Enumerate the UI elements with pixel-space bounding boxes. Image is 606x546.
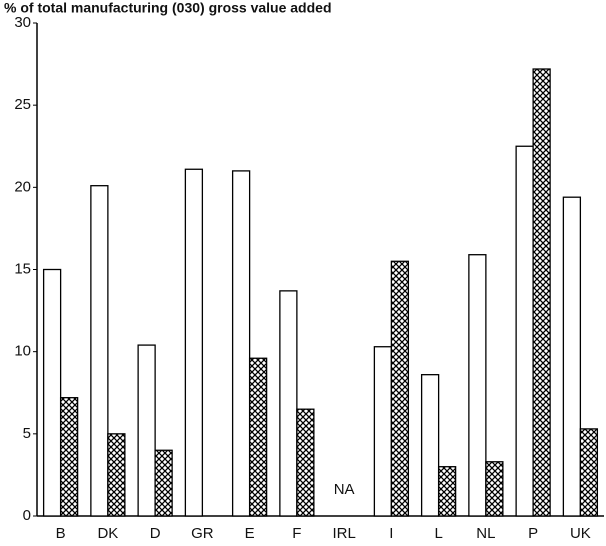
bar — [515, 145, 534, 517]
x-tick-label: IRL — [332, 525, 355, 542]
bar — [468, 254, 487, 517]
bar — [373, 346, 393, 517]
bar — [437, 466, 457, 517]
x-tick-label: DK — [97, 525, 118, 542]
bar — [231, 170, 251, 517]
x-tick-label: UK — [570, 525, 591, 542]
x-tick-label: F — [292, 525, 301, 542]
x-tick-label: I — [389, 525, 393, 542]
bar — [532, 68, 551, 517]
bar — [59, 397, 79, 517]
bar — [420, 374, 440, 517]
x-tick-label: GR — [191, 525, 214, 542]
bar — [42, 268, 62, 517]
annotation: NA — [334, 481, 355, 498]
y-tick-label: 25 — [14, 96, 31, 113]
bar — [154, 449, 173, 517]
bar — [279, 290, 298, 517]
x-tick-label: D — [150, 525, 161, 542]
y-tick-label: 15 — [14, 260, 31, 277]
y-tick-label: 30 — [14, 14, 31, 31]
bar — [248, 357, 268, 517]
x-tick-label: B — [56, 525, 66, 542]
bar — [137, 344, 156, 517]
x-tick-label: E — [245, 525, 255, 542]
bar — [485, 461, 504, 517]
x-tick-label: NL — [476, 525, 495, 542]
y-tick-label: 5 — [23, 425, 31, 442]
x-tick-label: P — [528, 525, 538, 542]
bar — [184, 168, 204, 517]
bar — [390, 260, 410, 517]
bar — [579, 428, 599, 517]
bar — [90, 185, 109, 517]
x-tick-label: L — [434, 525, 442, 542]
y-tick-label: 0 — [23, 507, 31, 524]
y-tick-label: 10 — [14, 343, 31, 360]
bar — [107, 433, 126, 517]
chart-title: % of total manufacturing (030) gross val… — [4, 0, 332, 16]
y-tick-label: 20 — [14, 178, 31, 195]
bar — [562, 196, 582, 517]
bar — [296, 408, 315, 517]
